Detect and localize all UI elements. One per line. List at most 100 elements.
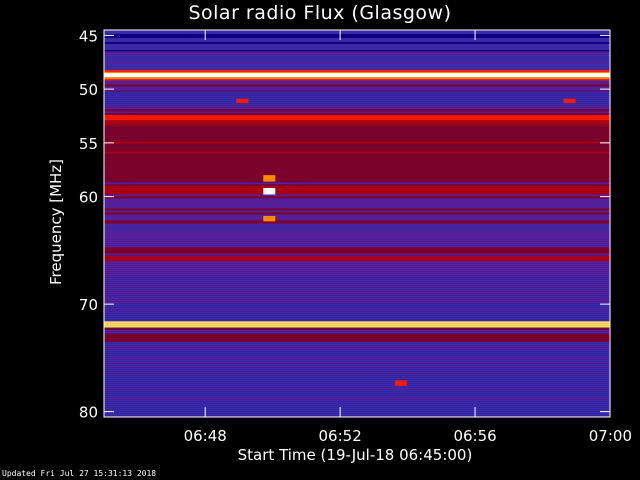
x-axis-label: Start Time (19-Jul-18 06:45:00) — [237, 446, 473, 464]
spectrogram-row — [104, 323, 610, 326]
spectrogram-row — [104, 53, 610, 56]
spectrogram-row — [104, 196, 610, 199]
spectrogram-row — [104, 293, 610, 296]
spectrogram-row — [104, 172, 610, 175]
spectrogram-row — [104, 315, 610, 318]
spectrogram-row — [104, 259, 610, 262]
spectrogram-row — [104, 118, 610, 121]
spectrogram-row — [104, 237, 610, 240]
spectrogram-row — [104, 80, 610, 83]
spectrogram-row — [104, 271, 610, 274]
chart-title: Solar radio Flux (Glasgow) — [188, 2, 452, 24]
burst-event — [263, 188, 276, 195]
spectrogram-row — [104, 233, 610, 236]
spectrogram-row — [104, 399, 610, 402]
spectrogram-row — [104, 373, 610, 376]
spectrogram-row — [104, 210, 610, 213]
spectrogram-row — [104, 381, 610, 384]
spectrogram-row — [104, 379, 610, 382]
spectrogram-row — [104, 97, 610, 100]
spectrogram-row — [104, 122, 610, 125]
spectrogram-row — [104, 251, 610, 254]
spectrogram-row — [104, 120, 610, 123]
spectrogram-row — [104, 178, 610, 181]
spectrogram-row — [104, 34, 610, 36]
spectrogram-row — [104, 109, 610, 112]
spectrogram-row — [104, 202, 610, 205]
spectrogram-row — [104, 75, 610, 77]
spectrogram-row — [104, 151, 610, 154]
spectrogram-row — [104, 36, 610, 38]
spectrogram-row — [104, 307, 610, 310]
spectrogram-row — [104, 176, 610, 179]
spectrogram-row — [104, 377, 610, 380]
spectrogram-row — [104, 309, 610, 312]
spectrogram-row — [104, 174, 610, 177]
spectrogram-row — [104, 385, 610, 388]
spectrogram-row — [104, 383, 610, 386]
spectrogram-row — [104, 365, 610, 368]
spectrogram-row — [104, 220, 610, 223]
spectrogram-row — [104, 61, 610, 64]
spectrogram-row — [104, 159, 610, 162]
spectrogram-row — [104, 357, 610, 360]
spectrogram-row — [104, 229, 610, 232]
spectrogram-row — [104, 393, 610, 396]
spectrogram-row — [104, 90, 610, 92]
x-tick-label: 06:48 — [184, 427, 227, 445]
spectrogram-row — [104, 184, 610, 186]
plot-frame — [103, 29, 611, 418]
spectrogram-row — [104, 347, 610, 350]
spectrogram-row — [104, 239, 610, 242]
spectrogram-row — [104, 88, 610, 91]
spectrogram-row — [104, 225, 610, 228]
spectrogram-row — [104, 204, 610, 207]
spectrogram-row — [104, 235, 610, 238]
spectrogram-row — [104, 227, 610, 230]
spectrogram-row — [104, 407, 610, 410]
spectrogram-row — [104, 363, 610, 366]
spectrogram-row — [104, 325, 610, 328]
spectrogram-row — [104, 40, 610, 42]
spectrogram-row — [104, 180, 610, 183]
spectrogram-row — [104, 413, 610, 416]
spectrogram-row — [104, 231, 610, 234]
spectrogram-row — [104, 343, 610, 346]
spectrogram-row — [104, 206, 610, 209]
spectrogram-row — [104, 409, 610, 412]
spectrogram-row — [104, 71, 610, 73]
spectrogram-row — [104, 291, 610, 294]
spectrogram-row — [104, 139, 610, 142]
spectrogram-row — [104, 86, 610, 89]
spectrogram-row — [104, 389, 610, 392]
spectrogram-row — [104, 95, 610, 98]
spectrogram-row — [104, 103, 610, 106]
spectrogram-row — [104, 55, 610, 58]
spectrogram-row — [104, 30, 610, 32]
spectrogram-row — [104, 361, 610, 364]
burst-event — [263, 175, 276, 182]
spectrogram-row — [104, 116, 610, 119]
spectrogram-row — [104, 65, 610, 68]
spectrogram-row — [104, 133, 610, 136]
spectrogram-row — [104, 191, 610, 194]
spectrogram-row — [104, 149, 610, 152]
spectrogram-row — [104, 257, 610, 260]
y-tick-label: 60 — [79, 189, 98, 207]
spectrogram-row — [104, 91, 610, 94]
spectrogram-row — [104, 153, 610, 156]
spectrogram-row — [104, 245, 610, 248]
spectrogram-row — [104, 401, 610, 404]
spectrogram-row — [104, 269, 610, 272]
spectrogram-row — [104, 263, 610, 266]
spectrogram-row — [104, 59, 610, 62]
spectrogram-row — [104, 131, 610, 134]
spectrogram-row — [104, 143, 610, 146]
spectrogram-row — [104, 208, 610, 211]
spectrogram-row — [104, 303, 610, 306]
spectrogram-row — [104, 63, 610, 66]
spectrogram-row — [104, 371, 610, 374]
spectrogram-row — [104, 255, 610, 258]
spectrogram-row — [104, 125, 610, 128]
spectrogram-row — [104, 295, 610, 298]
